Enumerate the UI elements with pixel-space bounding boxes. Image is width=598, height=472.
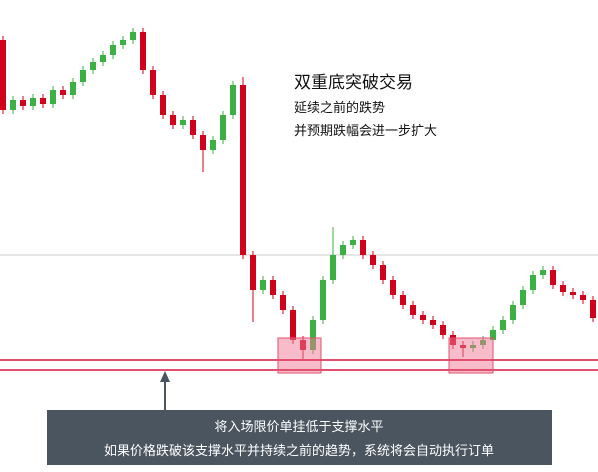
candle-body bbox=[220, 115, 226, 140]
candle-body bbox=[310, 320, 316, 350]
candle-body bbox=[230, 85, 236, 115]
candle-body bbox=[110, 45, 116, 55]
candle-body bbox=[100, 55, 106, 62]
candle-body bbox=[160, 95, 166, 115]
candle-body bbox=[0, 40, 6, 110]
candle-body bbox=[10, 100, 16, 110]
candle-body bbox=[120, 40, 126, 45]
candle-body bbox=[400, 295, 406, 305]
candle-body bbox=[500, 320, 506, 330]
candle-body bbox=[350, 240, 356, 245]
subtitle: 并预期跌幅会进一步扩大 bbox=[294, 123, 437, 139]
candle-body bbox=[70, 82, 76, 95]
annotation-box bbox=[47, 410, 552, 465]
candle-body bbox=[290, 310, 296, 340]
candle-body bbox=[180, 120, 186, 125]
candle-body bbox=[250, 255, 256, 290]
candles bbox=[0, 28, 596, 360]
candle-body bbox=[510, 305, 516, 320]
candle-body bbox=[570, 292, 576, 295]
highlight-box bbox=[448, 337, 494, 374]
candle-body bbox=[170, 115, 176, 125]
candle-body bbox=[90, 62, 96, 70]
candle-body bbox=[340, 245, 346, 255]
subtitle: 延续之前的跌势 bbox=[294, 100, 385, 116]
highlight-box bbox=[277, 337, 322, 374]
candle-body bbox=[270, 280, 276, 295]
title: 双重底突破交易 bbox=[294, 73, 413, 93]
candle-body bbox=[280, 295, 286, 310]
candle-body bbox=[550, 270, 556, 285]
candle-body bbox=[40, 98, 46, 104]
annotation: 如果价格跌破该支撑水平并持续之前的趋势，系统将会自动执行订单 bbox=[104, 443, 494, 459]
candle-body bbox=[260, 280, 266, 290]
candle-body bbox=[520, 290, 526, 305]
candle-body bbox=[390, 280, 396, 295]
candle-body bbox=[190, 120, 196, 135]
candle-body bbox=[140, 32, 146, 70]
candle-body bbox=[20, 100, 26, 106]
candle-body bbox=[80, 70, 86, 82]
candle-body bbox=[360, 240, 366, 255]
candle-body bbox=[130, 32, 136, 40]
candle-body bbox=[560, 285, 566, 292]
candle-body bbox=[150, 70, 156, 95]
candle-body bbox=[420, 315, 426, 320]
candle-body bbox=[50, 90, 56, 104]
candle-body bbox=[590, 300, 596, 318]
candle-body bbox=[320, 280, 326, 320]
candle-body bbox=[210, 140, 216, 150]
candle-body bbox=[200, 135, 206, 150]
candle-body bbox=[60, 90, 66, 95]
annotation: 将入场限价单挂低于支撑水平 bbox=[214, 420, 383, 435]
candle-body bbox=[330, 255, 336, 280]
candle-body bbox=[440, 325, 446, 335]
candle-body bbox=[540, 270, 546, 275]
candle-body bbox=[410, 305, 416, 315]
candle-body bbox=[380, 265, 386, 280]
candle-body bbox=[580, 295, 586, 300]
candle-body bbox=[240, 85, 246, 255]
candle-body bbox=[490, 330, 496, 340]
candle-body bbox=[430, 320, 436, 325]
candle-body bbox=[530, 275, 536, 290]
candle-body bbox=[30, 98, 36, 106]
arrow-head bbox=[160, 371, 170, 382]
candle-body bbox=[370, 255, 376, 265]
